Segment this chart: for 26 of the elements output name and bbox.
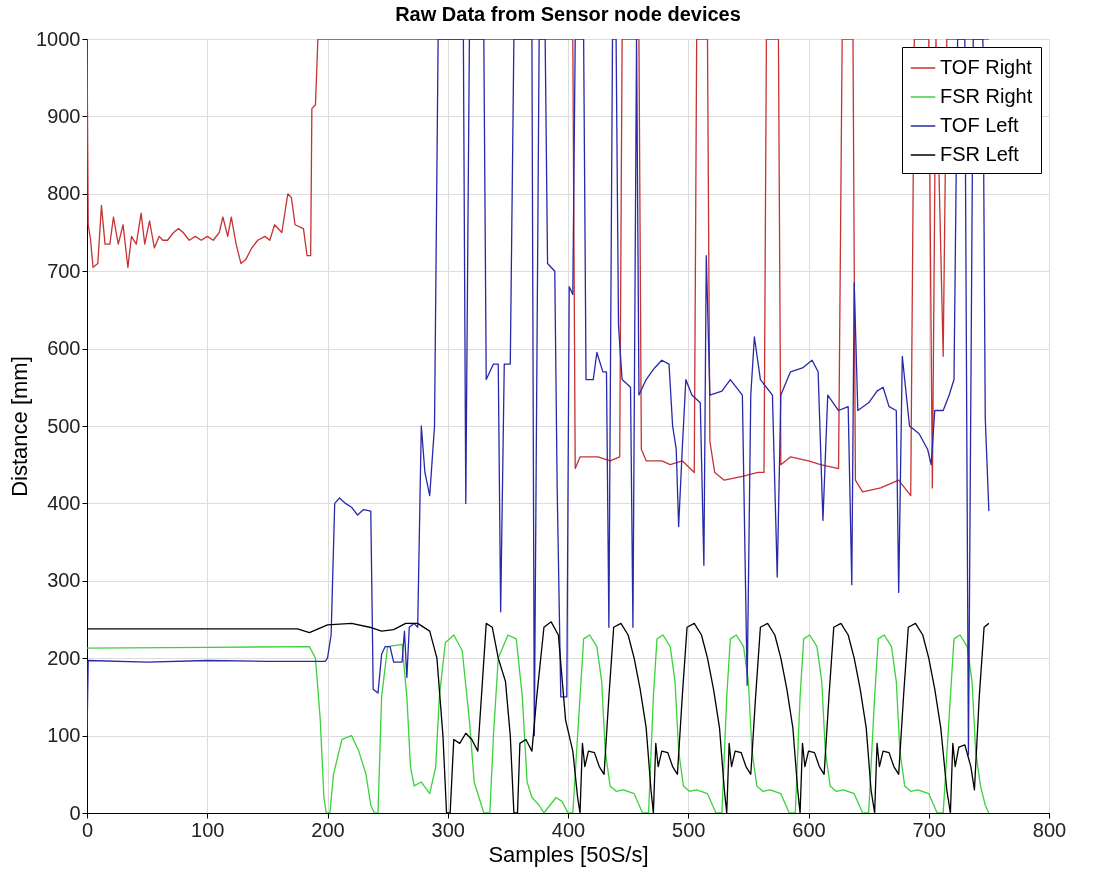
y-tick-label: 300 (47, 569, 81, 592)
legend-label: TOF Left (940, 114, 1019, 136)
y-tick-label: 100 (47, 724, 81, 747)
y-tick-label: 600 (47, 337, 81, 360)
x-tick-label: 700 (912, 818, 946, 841)
y-axis-title: Distance [mm] (7, 356, 33, 497)
chart-title: Raw Data from Sensor node devices (395, 3, 741, 25)
y-tick-label: 200 (47, 646, 81, 669)
x-tick-label: 500 (672, 818, 706, 841)
legend-label: FSR Left (940, 143, 1020, 165)
y-tick-label: 400 (47, 491, 81, 514)
legend-label: TOF Right (940, 56, 1033, 78)
y-tick-label: 900 (47, 104, 81, 127)
legend-label: FSR Right (940, 85, 1033, 107)
x-axis-title: Samples [50S/s] (488, 841, 649, 867)
y-tick-label: 0 (69, 801, 81, 824)
y-tick-label: 700 (47, 259, 81, 282)
x-tick-label: 300 (431, 818, 465, 841)
y-tick-label: 500 (47, 414, 81, 437)
x-tick-label: 800 (1032, 818, 1067, 841)
y-tick-label: 1000 (36, 27, 81, 50)
x-tick-label: 100 (191, 818, 225, 841)
y-tick-label: 800 (47, 182, 81, 205)
x-tick-label: 400 (551, 818, 586, 841)
x-tick-label: 600 (792, 818, 826, 841)
x-tick-label: 200 (311, 818, 345, 841)
